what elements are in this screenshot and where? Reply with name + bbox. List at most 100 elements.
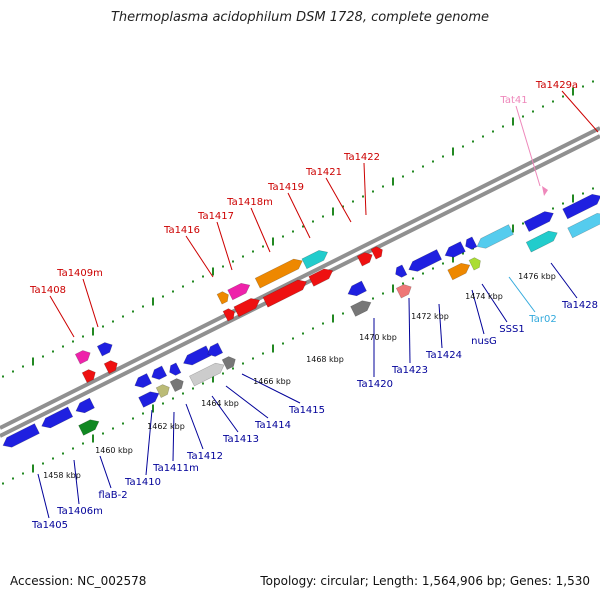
lower-rail-minor-tick [462, 252, 464, 255]
lower-rail-minor-tick [2, 482, 4, 485]
label-ta1423: Ta1423 [391, 365, 428, 376]
kbp-label-1: 1458 kbp [43, 471, 81, 480]
lower-rail-minor-tick [82, 442, 84, 445]
lower-rail-minor-tick [372, 297, 374, 300]
gene-Ta1409m-b [96, 342, 113, 357]
label-ta1410: Ta1410 [124, 477, 161, 488]
gene-Ta1410-c [138, 391, 160, 408]
label-ta1415: Ta1415 [288, 405, 325, 416]
upper-rail-minor-tick [82, 335, 84, 338]
gene-Ta1420-grey [350, 300, 372, 317]
upper-rail-minor-tick [322, 215, 324, 218]
gene-flaB-2 [75, 397, 95, 414]
lower-rail-minor-tick [12, 477, 14, 480]
label-tar02: Tar02 [528, 314, 556, 325]
label-ta1415-leader [241, 373, 301, 404]
label-nusg: nusG [471, 336, 497, 347]
label-ta1418m: Ta1418m [226, 197, 273, 208]
upper-rail-minor-tick [2, 375, 4, 378]
lower-rail-minor-tick [292, 337, 294, 340]
backbone-line-upper [0, 126, 600, 430]
label-ta1421-leader [325, 177, 352, 223]
upper-rail-minor-tick [22, 365, 24, 368]
label-ta1408: Ta1408 [29, 285, 66, 296]
label-ta1411m: Ta1411m [152, 463, 199, 474]
label-ta1411m-leader [172, 411, 175, 462]
upper-rail-minor-tick [12, 370, 14, 373]
lower-rail-minor-tick [192, 387, 194, 390]
gene-Tar02 [476, 224, 514, 249]
upper-rail-minor-tick [352, 200, 354, 203]
lower-rail-minor-tick [302, 332, 304, 335]
label-flab-2: flaB-2 [98, 490, 127, 501]
gene-Ta1411m [169, 362, 182, 376]
gene-Ta1417 [227, 282, 251, 301]
lower-rail-minor-tick [112, 427, 114, 430]
gene-orange-small [216, 291, 229, 305]
upper-rail-minor-tick [252, 250, 254, 253]
gene-Ta1419 [301, 250, 329, 270]
gene-Ta1409m-a [74, 350, 91, 365]
upper-rail-minor-tick [312, 220, 314, 223]
label-ta1414: Ta1414 [254, 420, 291, 431]
label-ta1419: Ta1419 [267, 182, 304, 193]
label-ta1416: Ta1416 [163, 225, 200, 236]
gene-upper-cyan-b [567, 212, 600, 239]
kbp-label-10: 1476 kbp [518, 272, 556, 281]
label-ta1406m-leader [73, 459, 80, 505]
gene-Ta1421 [356, 252, 373, 267]
label-tar02-leader [508, 276, 536, 313]
lower-rail-minor-tick [442, 262, 444, 265]
gene-olive [155, 384, 170, 399]
gene-red-a [233, 298, 261, 318]
upper-rail-minor-tick [472, 140, 474, 143]
upper-rail-minor-tick [72, 340, 74, 343]
label-ta1409m-leader [82, 278, 99, 328]
lower-rail-minor-tick [422, 272, 424, 275]
gene-Ta1412 [169, 378, 184, 393]
label-ta1413: Ta1413 [222, 434, 259, 445]
upper-rail-minor-tick [402, 175, 404, 178]
upper-rail-minor-tick [292, 230, 294, 233]
label-ta1419-leader [287, 192, 311, 239]
gene-Ta1408 [81, 369, 96, 384]
upper-rail-minor-tick [52, 350, 54, 353]
gene-Ta1418m [254, 258, 303, 289]
lower-rail-minor-tick [562, 202, 564, 205]
lower-rail-minor-tick [42, 462, 44, 465]
label-ta1413-leader [211, 395, 239, 433]
label-ta1416-leader [185, 235, 214, 278]
upper-rail-minor-tick [542, 105, 544, 108]
gene-Ta1410-a [134, 373, 153, 388]
lower-rail-minor-tick [522, 222, 524, 225]
upper-rail-minor-tick [372, 190, 374, 193]
accession-text: Accession: NC_002578 [10, 574, 147, 588]
gene-green [78, 419, 100, 436]
labels-layer: Ta1408Ta1409mTa1416Ta1417Ta1418mTa1419Ta… [29, 80, 598, 531]
upper-rail-minor-tick [142, 305, 144, 308]
kbp-label-7: 1470 kbp [359, 333, 397, 342]
upper-rail-minor-tick [502, 125, 504, 128]
label-ta1406m: Ta1406m [56, 506, 103, 517]
upper-rail-minor-tick [422, 165, 424, 168]
upper-rail-minor-tick [532, 110, 534, 113]
lower-rail-minor-tick [402, 282, 404, 285]
lower-rail-minor-tick [52, 457, 54, 460]
genes-layer [2, 186, 600, 448]
upper-rail-minor-tick [552, 100, 554, 103]
gene-SSS1 [468, 257, 481, 271]
label-ta1405-leader [37, 473, 50, 519]
upper-rail-minor-tick [162, 295, 164, 298]
gene-Ta1405 [2, 423, 40, 448]
label-ta1429a: Ta1429a [535, 80, 578, 91]
gene-Ta1406m [41, 406, 74, 429]
lower-rail-minor-tick [252, 357, 254, 360]
lower-rail-minor-tick [312, 327, 314, 330]
upper-rail-minor-tick [412, 170, 414, 173]
lower-rail-minor-tick [412, 277, 414, 280]
upper-rail-minor-tick [122, 315, 124, 318]
upper-rail-minor-tick [582, 85, 584, 88]
upper-rail-minor-tick [522, 115, 524, 118]
lower-rail-minor-tick [72, 447, 74, 450]
gene-red-b [262, 279, 308, 308]
